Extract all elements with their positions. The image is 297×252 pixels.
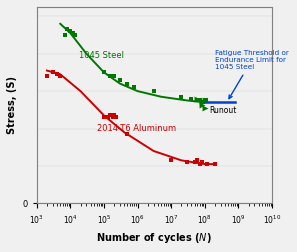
Y-axis label: Stress, (S): Stress, (S) [7, 76, 17, 134]
Point [185, 160, 189, 164]
Point [102, 70, 106, 74]
Point [68, 29, 73, 33]
Point [201, 100, 206, 104]
Text: Runout: Runout [210, 106, 237, 115]
X-axis label: Number of cycles ($N$): Number of cycles ($N$) [97, 231, 212, 245]
Point [108, 74, 112, 78]
Point [197, 99, 202, 103]
Text: 2014-T6 Aluminum: 2014-T6 Aluminum [97, 124, 176, 133]
Point [102, 115, 106, 119]
Point [58, 74, 63, 78]
Point [203, 106, 207, 110]
Point [105, 115, 110, 119]
Text: Fatigue Threshold or
Endurance Limit for
1045 Steel: Fatigue Threshold or Endurance Limit for… [215, 50, 289, 99]
Point [132, 85, 137, 89]
Point [113, 115, 118, 119]
Text: 1045 Steel: 1045 Steel [79, 51, 124, 60]
Point [112, 74, 116, 78]
Point [112, 113, 116, 117]
Point [118, 78, 122, 82]
Point [195, 97, 200, 101]
Point [63, 33, 67, 37]
Point [125, 82, 130, 86]
Point [189, 97, 194, 101]
Point [199, 160, 204, 164]
Point [205, 162, 210, 166]
Point [151, 89, 156, 93]
Point [71, 31, 75, 35]
Point [204, 99, 208, 103]
Point [199, 103, 204, 107]
Point [108, 113, 112, 117]
Point [73, 33, 78, 37]
Point [213, 162, 217, 166]
Point [125, 132, 130, 136]
Point [55, 72, 59, 76]
Point [169, 158, 173, 162]
Point [179, 95, 184, 99]
Point [197, 162, 202, 166]
Point [110, 115, 115, 119]
Point [203, 99, 207, 103]
Point [199, 99, 204, 103]
Point [50, 70, 55, 74]
Point [195, 158, 200, 162]
Point [65, 27, 69, 32]
Point [192, 160, 197, 164]
Point [45, 74, 49, 78]
